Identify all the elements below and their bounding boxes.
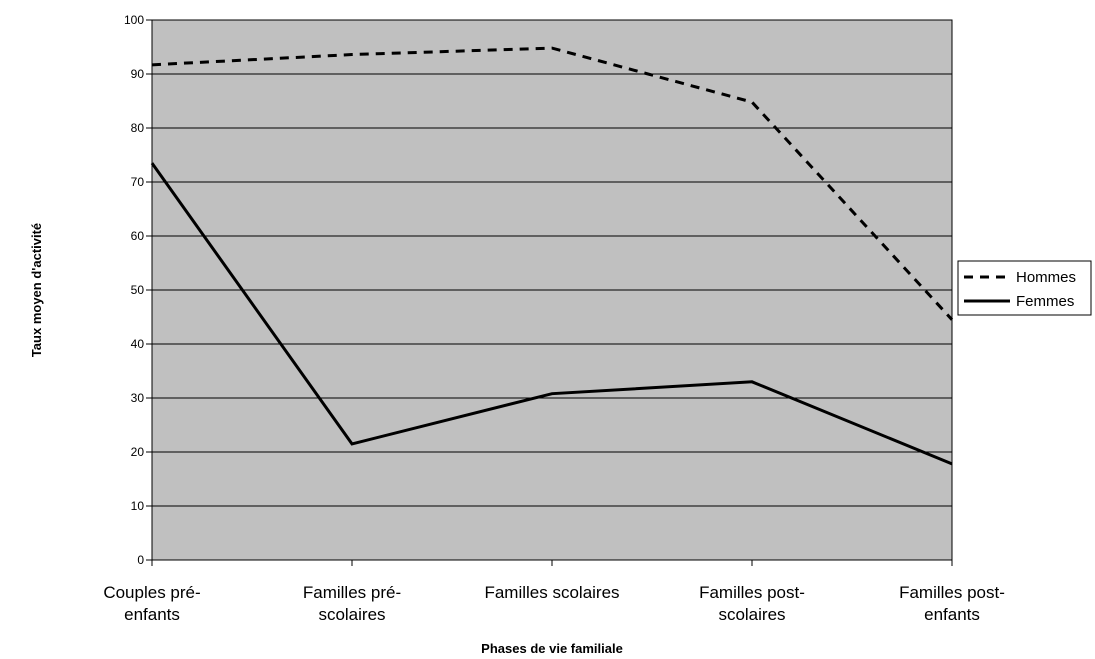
x-tick-label: Familles pré-	[303, 583, 401, 602]
y-tick-label: 80	[131, 121, 145, 135]
y-tick-label: 10	[131, 499, 145, 513]
legend-box	[957, 260, 1092, 316]
series-layer	[150, 46, 954, 466]
y-axis-title: Taux moyen d'activité	[29, 223, 44, 357]
y-tick-label: 0	[137, 553, 144, 567]
y-tick-label: 90	[131, 67, 145, 81]
legend: Hommes Femmes	[957, 260, 1092, 316]
y-tick-label: 70	[131, 175, 145, 189]
y-tick-label: 50	[131, 283, 145, 297]
legend-label-femmes: Femmes	[1016, 293, 1074, 310]
x-tick-label: enfants	[124, 605, 180, 624]
legend-label-hommes: Hommes	[1016, 269, 1076, 286]
y-tick-label: 60	[131, 229, 145, 243]
y-tick-label: 30	[131, 391, 145, 405]
x-tick-label: Familles post-	[899, 583, 1005, 602]
x-tick-label: Familles scolaires	[484, 583, 619, 602]
y-tick-label: 100	[124, 13, 144, 27]
x-tick-label: scolaires	[318, 605, 385, 624]
x-axis-title: Phases de vie familiale	[481, 641, 623, 656]
y-tick-label: 40	[131, 337, 145, 351]
y-tick-label: 20	[131, 445, 145, 459]
x-axis-ticks: Couples pré-enfants Familles pré-scolaire…	[103, 560, 1005, 624]
x-tick-label: enfants	[924, 605, 980, 624]
x-tick-label: scolaires	[718, 605, 785, 624]
gridlines	[152, 19, 952, 507]
y-axis-ticks: 0 10 20 30 40 50 60 70 80 90 100	[124, 13, 152, 567]
x-tick-label: Familles post-	[699, 583, 805, 602]
x-tick-label: Couples pré-	[103, 583, 200, 602]
